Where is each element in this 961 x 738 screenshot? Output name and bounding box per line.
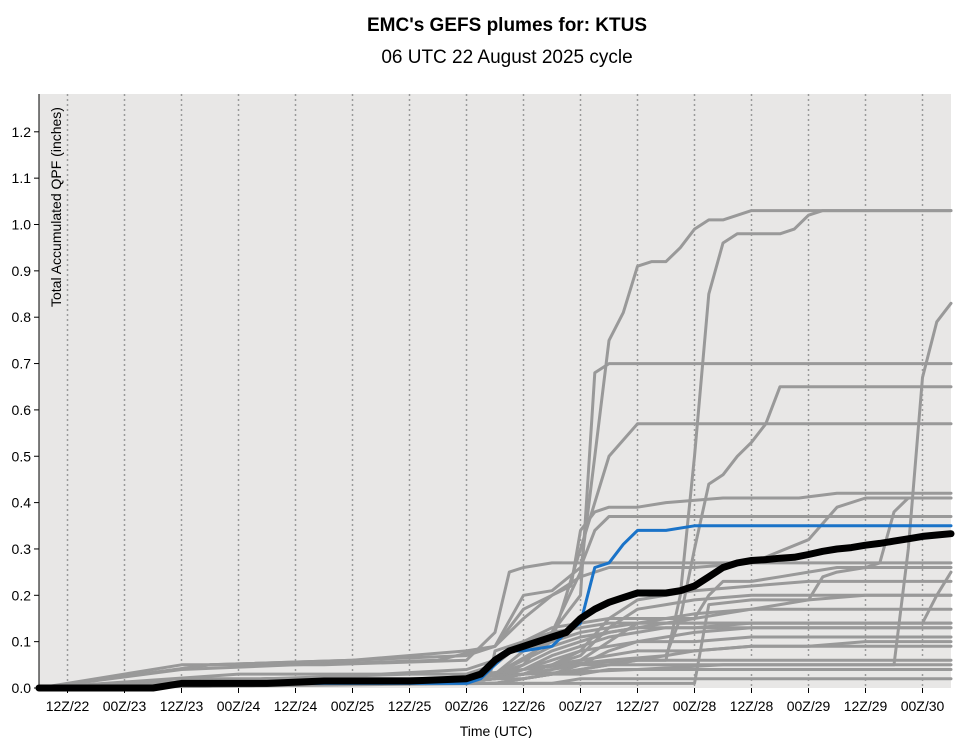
plot-area	[39, 94, 951, 688]
member-line-21	[37, 566, 953, 690]
y-tick-label-8: 0.8	[12, 309, 32, 325]
chart-subtitle: 06 UTC 22 August 2025 cycle	[381, 47, 632, 68]
x-tick-label-11: 00Z/28	[673, 698, 717, 714]
y-tick-label-5: 0.5	[12, 448, 32, 464]
y-tick-label-0: 0.0	[12, 680, 32, 696]
y-tick-label-7: 0.7	[12, 356, 32, 372]
y-axis-title: Total Accumulated QPF (inches)	[48, 107, 64, 307]
x-tick-label-12: 12Z/28	[730, 698, 774, 714]
x-axis: 12Z/22 00Z/23 12Z/23 00Z/24 12Z/24 00Z/25 12Z/…	[46, 688, 945, 714]
y-tick-label-12: 1.2	[12, 124, 32, 140]
x-tick-label-15: 00Z/30	[901, 698, 945, 714]
x-tick-label-10: 12Z/27	[616, 698, 660, 714]
x-tick-label-3: 00Z/24	[217, 698, 261, 714]
y-tick-label-9: 0.9	[12, 263, 32, 279]
member-line-7	[37, 561, 953, 690]
vertical-gridlines	[66, 94, 924, 688]
x-tick-label-5: 00Z/25	[331, 698, 375, 714]
y-tick-label-3: 0.3	[12, 541, 32, 557]
x-tick-label-0: 12Z/22	[46, 698, 90, 714]
y-tick-label-11: 1.1	[12, 170, 32, 186]
chart-title: EMC's GEFS plumes for: KTUS	[367, 15, 647, 36]
y-tick-label-1: 0.1	[12, 634, 32, 650]
member-line-22	[37, 570, 953, 690]
y-tick-label-6: 0.6	[12, 402, 32, 418]
x-tick-label-1: 00Z/23	[103, 698, 147, 714]
member-line-8	[37, 491, 953, 690]
x-axis-title: Time (UTC)	[460, 723, 533, 738]
x-tick-label-14: 12Z/29	[844, 698, 888, 714]
x-tick-label-6: 12Z/25	[388, 698, 432, 714]
y-tick-label-10: 1.0	[12, 217, 32, 233]
member-line-27	[37, 640, 953, 690]
x-tick-label-13: 00Z/29	[787, 698, 831, 714]
mean-line	[35, 530, 955, 692]
x-tick-label-8: 12Z/26	[502, 698, 546, 714]
mean-series	[35, 530, 955, 692]
member-line-26	[37, 626, 953, 690]
y-axis: 0.0 0.1 0.2 0.3 0.4 0.5 0.6 0.7 0.8 0.9 1.0 1.1 1.2	[12, 94, 40, 696]
y-tick-label-2: 0.2	[12, 587, 32, 603]
x-tick-label-7: 00Z/26	[445, 698, 489, 714]
x-tick-label-2: 12Z/23	[160, 698, 204, 714]
x-tick-label-4: 12Z/24	[274, 698, 318, 714]
y-tick-label-4: 0.4	[12, 495, 32, 511]
x-tick-label-9: 00Z/27	[559, 698, 603, 714]
